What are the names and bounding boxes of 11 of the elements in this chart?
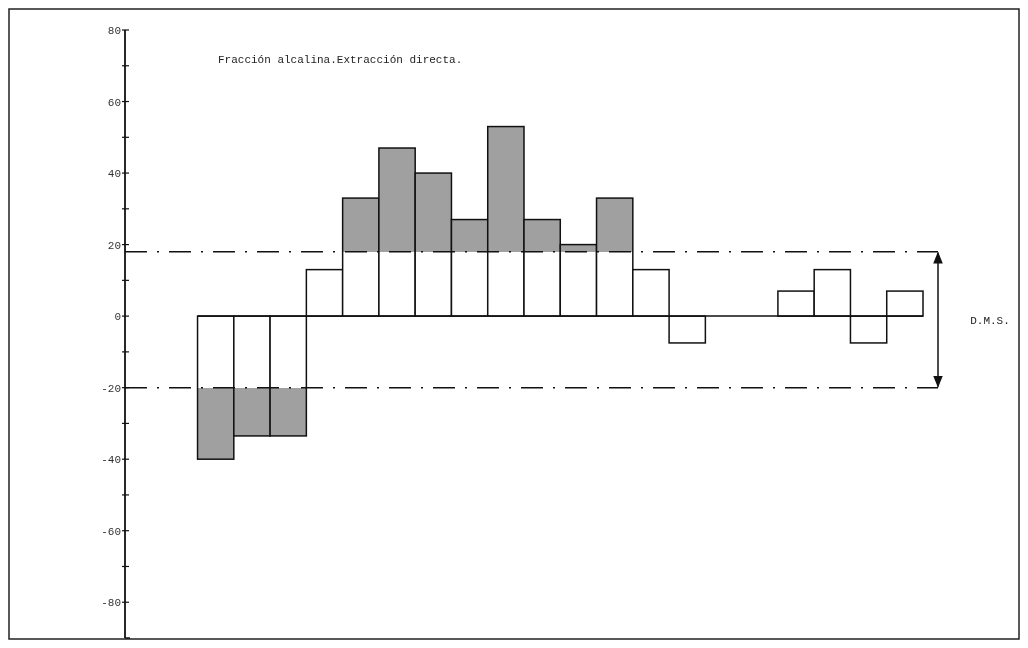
y-tick-label: -80 [101, 597, 121, 610]
text: Fracción alcalina.Extracción directa. [218, 54, 463, 66]
y-tick-label: -60 [101, 525, 121, 538]
y-tick-label: 20 [107, 239, 121, 252]
y-tick-label: 60 [107, 96, 121, 109]
y-tick-label: 40 [107, 168, 121, 181]
y-tick-label: 80 [107, 25, 121, 37]
y-tick-label: 0 [114, 311, 121, 324]
text: D.M.S. [970, 314, 1010, 327]
y-tick-label: -40 [101, 454, 121, 467]
y-tick-label: -20 [101, 382, 121, 395]
